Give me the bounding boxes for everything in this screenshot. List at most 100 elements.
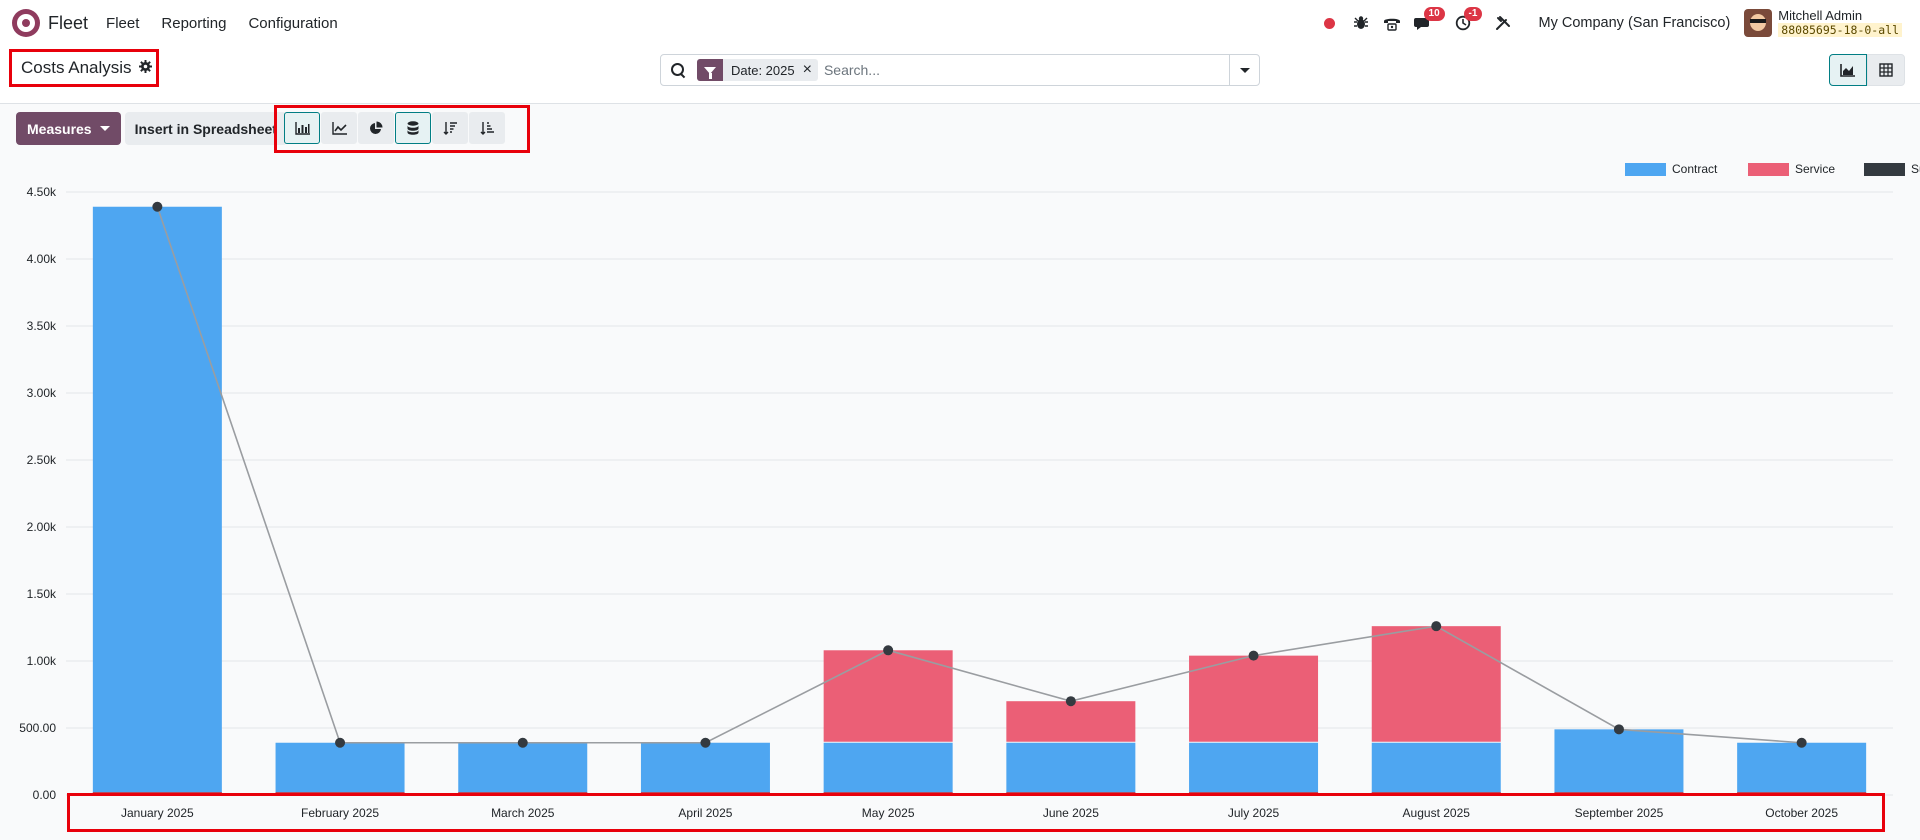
bar-service (1189, 655, 1319, 742)
x-tick-label: April 2025 (678, 806, 732, 820)
sort-descending-button[interactable] (432, 112, 468, 144)
y-tick-label: 4.50k (27, 185, 57, 199)
measures-label: Measures (27, 120, 92, 137)
bar-contract (458, 742, 588, 795)
bar-contract (640, 742, 770, 795)
line-chart-icon (331, 121, 347, 135)
sum-point (883, 645, 894, 656)
chart-tools-highlight (274, 105, 530, 153)
measures-button[interactable]: Measures (16, 112, 121, 145)
systray: 10 -1 My Company (San Francisco) Mitchel… (1309, 0, 1902, 46)
close-icon[interactable]: × (802, 61, 812, 78)
bar-contract (275, 742, 405, 795)
main-menu: Fleet Reporting Configuration (106, 15, 360, 32)
stacked-button[interactable] (395, 112, 431, 144)
bar-chart-icon (294, 121, 310, 135)
y-tick-label: 3.00k (27, 386, 57, 400)
chart-mode-buttons (284, 112, 506, 144)
control-panel: Costs Analysis Date: 2025 × (0, 46, 1920, 104)
x-tick-label: March 2025 (491, 806, 555, 820)
filter-icon-tag (697, 59, 723, 81)
sum-point (152, 201, 163, 212)
area-chart-icon (1840, 64, 1855, 77)
pie-chart-button[interactable] (358, 112, 394, 144)
phone-icon[interactable] (1382, 13, 1402, 33)
y-tick-label: 3.50k (27, 319, 57, 333)
graph-view: 0.00 500.00 1.00k 1.50k 2.00k 2.50k 3.00k 3.50k… (0, 104, 1920, 840)
bar-contract (823, 742, 953, 795)
search-input[interactable] (823, 62, 1204, 78)
avatar (1744, 9, 1773, 37)
x-tick-label: September 2025 (1575, 806, 1664, 820)
graph-toolbar: Measures Insert in Spreadsheet (16, 112, 287, 145)
y-tick-label: 1.50k (27, 587, 57, 601)
app-name: Fleet (48, 12, 89, 33)
menu-item-fleet[interactable]: Fleet (106, 14, 140, 32)
sort-ascending-button[interactable] (469, 112, 505, 144)
bug-icon[interactable] (1351, 13, 1371, 33)
user-menu[interactable]: Mitchell Admin 88085695-18-0-all (1744, 9, 1902, 37)
top-navbar: Fleet Fleet Reporting Configuration 10 -… (0, 0, 1920, 46)
tools-icon[interactable] (1493, 13, 1513, 33)
menu-item-configuration[interactable]: Configuration (248, 14, 338, 32)
sort-descending-icon (443, 122, 457, 135)
search-bar: Date: 2025 × (660, 54, 1260, 86)
search-icon (671, 63, 685, 77)
legend-swatch (1625, 163, 1666, 176)
bar-service (1371, 626, 1501, 742)
breadcrumb: Costs Analysis (9, 49, 159, 87)
sort-ascending-icon (480, 122, 494, 135)
filter-facet: Date: 2025 × (697, 59, 818, 81)
pie-chart-icon (370, 121, 383, 134)
sum-point (700, 737, 711, 748)
sum-line (156, 206, 1802, 744)
x-tick-label: January 2025 (121, 806, 194, 820)
x-tick-label: July 2025 (1228, 806, 1280, 820)
search-options-toggle[interactable] (1229, 55, 1259, 85)
pivot-view-button[interactable] (1867, 54, 1905, 86)
facet-label: Date: 2025 (731, 62, 795, 78)
view-switcher (1829, 54, 1905, 86)
bar-service (823, 650, 953, 742)
legend-label: Service (1795, 162, 1835, 176)
x-tick-label: October 2025 (1765, 806, 1838, 820)
chevron-down-icon (1239, 67, 1250, 73)
sum-point (1431, 621, 1442, 632)
sum-point (1796, 737, 1807, 748)
legend-swatch (1864, 163, 1905, 176)
activities-badge: -1 (1463, 7, 1483, 21)
cost-chart: 0.00 500.00 1.00k 1.50k 2.00k 2.50k 3.00k 3.50k… (19, 162, 1920, 820)
sum-point (517, 737, 528, 748)
app-brand[interactable]: Fleet (12, 9, 88, 37)
bar-contract (1189, 742, 1319, 795)
graph-view-button[interactable] (1829, 54, 1867, 86)
bar-contract (1737, 742, 1867, 795)
bar-contract (1371, 742, 1501, 795)
legend-label: Contract (1672, 162, 1718, 176)
gear-icon[interactable] (138, 60, 152, 76)
x-tick-label: May 2025 (862, 806, 915, 820)
company-switcher[interactable]: My Company (San Francisco) (1538, 15, 1731, 31)
table-icon (1879, 63, 1893, 77)
sum-point (1248, 650, 1259, 661)
line-chart-button[interactable] (321, 112, 357, 144)
filter-icon (704, 66, 716, 79)
bar-chart-button[interactable] (284, 112, 320, 144)
y-tick-label: 2.50k (27, 453, 57, 467)
database-stack-icon (407, 121, 419, 135)
y-tick-label: 4.00k (27, 252, 57, 266)
menu-item-reporting[interactable]: Reporting (161, 14, 227, 32)
legend-label: Sum (1911, 162, 1920, 176)
x-axis-highlight (67, 793, 1885, 832)
database-name: 88085695-18-0-all (1778, 23, 1902, 37)
clock-icon[interactable]: -1 (1453, 7, 1483, 33)
y-tick-label: 1.00k (27, 654, 57, 668)
record-dot-icon[interactable] (1320, 13, 1340, 33)
y-tick-label: 500.00 (19, 721, 56, 735)
sum-point (1065, 696, 1076, 707)
insert-spreadsheet-button[interactable]: Insert in Spreadsheet (124, 112, 287, 145)
x-tick-label: August 2025 (1403, 806, 1471, 820)
chat-icon[interactable]: 10 (1413, 7, 1445, 33)
sum-point (335, 737, 346, 748)
messages-badge: 10 (1423, 7, 1445, 21)
